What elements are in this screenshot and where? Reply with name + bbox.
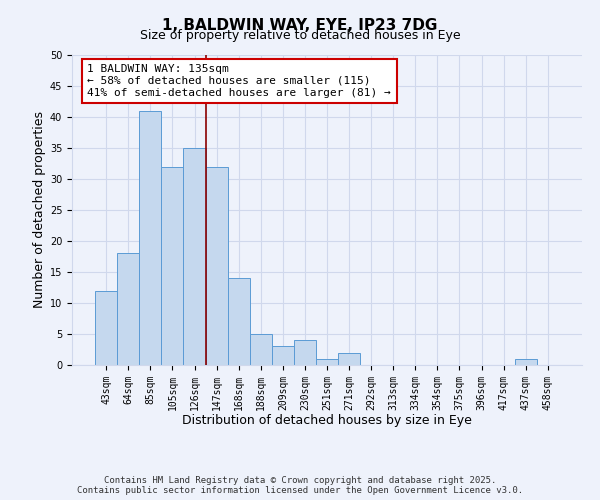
Bar — [272, 346, 294, 365]
Bar — [227, 278, 250, 365]
Y-axis label: Number of detached properties: Number of detached properties — [32, 112, 46, 308]
Bar — [206, 166, 227, 365]
Bar — [316, 359, 338, 365]
Bar — [95, 290, 117, 365]
Bar — [515, 359, 537, 365]
Bar — [338, 352, 360, 365]
Bar — [294, 340, 316, 365]
Bar — [117, 254, 139, 365]
Text: Contains HM Land Registry data © Crown copyright and database right 2025.
Contai: Contains HM Land Registry data © Crown c… — [77, 476, 523, 495]
Bar — [139, 111, 161, 365]
Text: Size of property relative to detached houses in Eye: Size of property relative to detached ho… — [140, 29, 460, 42]
Bar — [161, 166, 184, 365]
Bar — [250, 334, 272, 365]
X-axis label: Distribution of detached houses by size in Eye: Distribution of detached houses by size … — [182, 414, 472, 427]
Bar — [184, 148, 206, 365]
Text: 1 BALDWIN WAY: 135sqm
← 58% of detached houses are smaller (115)
41% of semi-det: 1 BALDWIN WAY: 135sqm ← 58% of detached … — [88, 64, 391, 98]
Text: 1, BALDWIN WAY, EYE, IP23 7DG: 1, BALDWIN WAY, EYE, IP23 7DG — [163, 18, 437, 32]
